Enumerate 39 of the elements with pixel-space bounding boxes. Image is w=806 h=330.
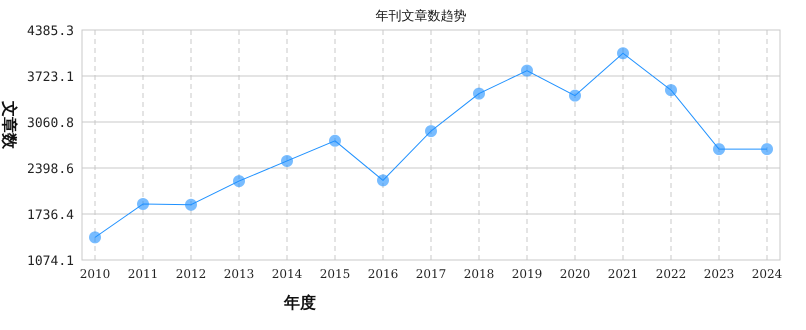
point	[89, 231, 101, 244]
x-tick-label: 2024	[752, 267, 783, 281]
y-tick-label: 2398.6	[27, 162, 74, 177]
y-tick-label: 4385.3	[27, 24, 74, 39]
y-axis-title: 文章数	[0, 100, 19, 150]
point	[521, 64, 533, 77]
point	[233, 175, 245, 188]
x-axis-title: 年度	[283, 293, 316, 312]
y-tick-label: 3060.8	[27, 116, 74, 131]
y-tick-label: 1736.4	[27, 208, 74, 223]
y-tick-label: 3723.1	[27, 70, 74, 85]
x-tick-label: 2011	[128, 267, 158, 281]
point	[665, 84, 677, 96]
point	[761, 143, 773, 156]
x-tick-label: 2013	[224, 267, 254, 281]
x-tick-label: 2016	[368, 267, 398, 281]
point	[617, 47, 629, 60]
x-tick-label: 2023	[704, 267, 734, 281]
x-tick-label: 2014	[272, 267, 303, 281]
point	[473, 88, 485, 100]
y-tick-label: 1074.1	[27, 254, 74, 269]
point	[425, 125, 437, 138]
x-tick-label: 2012	[176, 267, 206, 281]
point	[569, 90, 581, 102]
x-tick-label: 2022	[656, 267, 686, 281]
point	[185, 198, 197, 211]
point	[713, 143, 725, 156]
x-tick-label: 2019	[512, 267, 542, 281]
x-tick-label: 2017	[416, 267, 446, 281]
point	[137, 198, 149, 210]
point	[377, 174, 389, 186]
x-tick-label: 2015	[320, 267, 350, 281]
x-tick-label: 2020	[560, 267, 590, 281]
point	[281, 154, 293, 167]
x-tick-label: 2010	[80, 267, 110, 281]
point	[329, 134, 341, 147]
x-tick-label: 2018	[464, 267, 494, 281]
x-tick-label: 2021	[608, 267, 638, 281]
chart-title: 年刊文章数趋势	[376, 9, 466, 24]
